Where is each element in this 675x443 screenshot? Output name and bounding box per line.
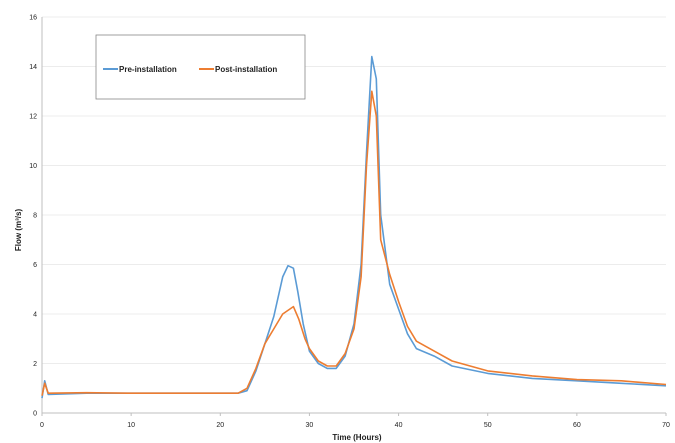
y-axis-title: Flow (m³/s): [14, 209, 23, 252]
legend-label-pre-installation: Pre-installation: [119, 65, 177, 74]
x-tick-label: 0: [40, 422, 44, 429]
y-tick-label: 14: [29, 64, 37, 71]
x-tick-label: 20: [216, 422, 224, 429]
y-tick-label: 6: [33, 262, 37, 269]
axes: [41, 17, 667, 416]
y-tick-label: 8: [33, 213, 37, 220]
x-tick-labels: 0 10 20 30 40 50 60 70: [40, 422, 670, 429]
x-tick-label: 70: [662, 422, 670, 429]
x-axis-title: Time (Hours): [332, 433, 382, 442]
series-line-post-installation: [41, 90, 667, 396]
y-tick-label: 2: [33, 361, 37, 368]
y-tick-label: 10: [29, 163, 37, 170]
series-lines: [41, 55, 667, 399]
x-tick-label: 40: [395, 422, 403, 429]
x-tick-label: 10: [127, 422, 135, 429]
x-tick-label: 50: [484, 422, 492, 429]
legend-label-post-installation: Post-installation: [215, 65, 277, 74]
y-tick-labels: 0 2 4 6 8 10 12 14 16: [29, 15, 37, 418]
x-tick-label: 60: [573, 422, 581, 429]
y-tick-label: 0: [33, 411, 37, 418]
y-tick-label: 12: [29, 114, 37, 121]
legend-box: [95, 34, 306, 100]
legend: Pre-installation Post-installation: [95, 34, 306, 100]
y-tick-label: 4: [33, 312, 37, 319]
series-line-pre-installation: [41, 55, 667, 399]
x-tick-label: 30: [306, 422, 314, 429]
y-tick-label: 16: [29, 15, 37, 22]
